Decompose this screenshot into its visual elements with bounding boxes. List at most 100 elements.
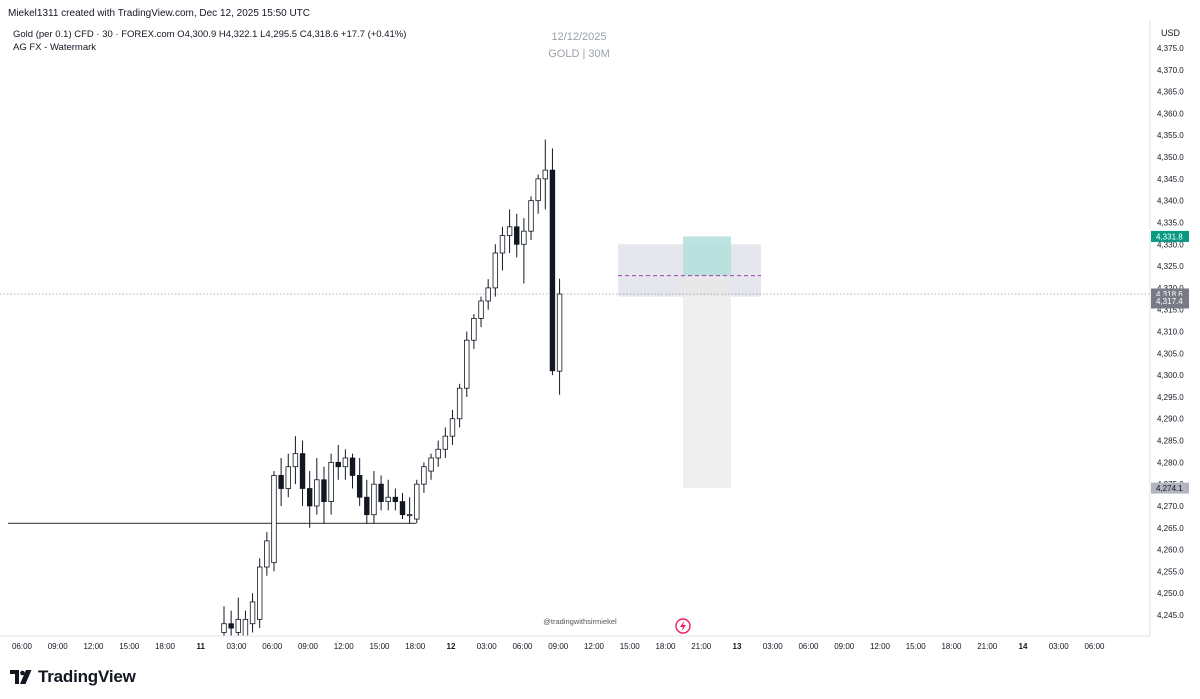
time-tick-label: 18:00 [655, 642, 676, 651]
candle [235, 597, 241, 636]
candle [542, 139, 548, 210]
indicator-line[interactable]: AG FX - Watermark [13, 42, 97, 53]
candle [349, 453, 356, 489]
time-tick-label: 12:00 [83, 642, 104, 651]
time-tick-label: 09:00 [298, 642, 319, 651]
price-tick-label: 4,245.0 [1157, 611, 1184, 620]
candle [442, 427, 449, 458]
candle [385, 479, 391, 511]
time-tick-label: 09:00 [48, 642, 69, 651]
time-tick-label: 06:00 [1084, 642, 1105, 651]
position-target-zone[interactable] [683, 236, 731, 276]
candle-body [506, 226, 513, 236]
candle [335, 444, 341, 480]
candle-body [335, 461, 341, 468]
candle [506, 209, 513, 253]
price-tick-label: 4,305.0 [1157, 349, 1184, 358]
brand-name: TradingView [38, 667, 136, 686]
candle [271, 471, 277, 572]
price-tick-label: 4,285.0 [1157, 437, 1184, 446]
candle-body [542, 169, 548, 180]
candle [535, 174, 541, 214]
candle [342, 449, 349, 480]
candle [278, 457, 284, 506]
candle-body [556, 293, 563, 372]
candle-body [499, 235, 506, 254]
candle-body [256, 566, 263, 620]
candle [221, 606, 227, 636]
candle-body [271, 475, 277, 564]
candle [242, 610, 249, 637]
price-labels: 4,331.84,318.609:464,317.44,274.1 [1151, 230, 1189, 494]
candle [428, 453, 434, 480]
candle-body [342, 457, 349, 468]
time-tick-label: 15:00 [906, 642, 927, 651]
candle [249, 593, 256, 633]
price-label-box [1151, 288, 1189, 300]
price-label-text: 4,318.6 [1156, 290, 1183, 299]
candle-body [471, 318, 477, 341]
candle [399, 492, 406, 520]
price-tick-label: 4,335.0 [1157, 218, 1184, 227]
candle [471, 314, 477, 349]
time-axis[interactable]: 06:00 09:00 12:00 15:00 18:00 11 03:00 06:00 09:… [0, 635, 1150, 651]
candle [478, 296, 484, 328]
candle-body [306, 488, 313, 507]
candle [521, 218, 527, 284]
price-tick-label: 4,295.0 [1157, 393, 1184, 402]
price-tick-label: 4,325.0 [1157, 262, 1184, 271]
lightning-icon[interactable] [675, 618, 691, 634]
position-tool[interactable] [618, 236, 761, 489]
candle [228, 610, 234, 636]
time-tick-label: 13 [733, 642, 742, 651]
time-tick-label: 03:00 [477, 642, 498, 651]
candle-body [492, 252, 499, 289]
candle-body [449, 418, 456, 437]
candle [499, 226, 506, 271]
price-label-stop: 4,274.1 [1151, 482, 1189, 494]
watermark-title: GOLD | 30M [548, 48, 610, 60]
candle-body [456, 387, 463, 420]
price-tick-label: 4,340.0 [1157, 197, 1184, 206]
candle-body [478, 300, 484, 319]
candle-body [528, 200, 534, 232]
candle-body [514, 226, 520, 245]
candle [464, 331, 470, 397]
candle-body [356, 475, 363, 498]
candle [306, 471, 313, 528]
price-tick-label: 4,250.0 [1157, 589, 1184, 598]
candle-body [399, 501, 406, 516]
time-tick-label: 14 [1019, 642, 1028, 651]
time-tick-label: 21:00 [691, 642, 712, 651]
candle [314, 457, 320, 515]
time-tick-label: 09:00 [548, 642, 569, 651]
price-tick-label: 4,290.0 [1157, 415, 1184, 424]
candle-body [549, 169, 556, 372]
symbol-line[interactable]: Gold (per 0.1) CFD · 30 · FOREX.com O4,3… [13, 29, 407, 40]
price-axis[interactable]: 4,245.0 4,250.0 4,255.0 4,260.0 4,265.0 4,270… [1149, 20, 1184, 636]
price-label-current: 4,318.6 [1151, 288, 1189, 300]
price-tick-label: 4,280.0 [1157, 458, 1184, 467]
position-stop-zone[interactable] [683, 275, 731, 489]
candle-body [392, 496, 399, 503]
horizontal-levels [0, 293, 1150, 525]
candle-body [421, 466, 427, 485]
candle [528, 196, 534, 240]
candle-body [292, 453, 299, 468]
candle-body [249, 601, 256, 625]
price-label-text: 4,274.1 [1156, 484, 1183, 493]
candle-body [435, 448, 441, 459]
candle [392, 488, 399, 511]
time-tick-label: 12:00 [584, 642, 605, 651]
price-tick-label: 4,330.0 [1157, 240, 1184, 249]
tradingview-logo[interactable]: TradingView [10, 667, 136, 687]
candle [321, 466, 327, 524]
candle [264, 532, 270, 576]
candle [285, 453, 291, 498]
candle-body [485, 287, 491, 302]
candle-body [521, 230, 527, 245]
time-tick-label: 06:00 [512, 642, 533, 651]
time-tick-label: 15:00 [369, 642, 390, 651]
candle [328, 453, 334, 515]
